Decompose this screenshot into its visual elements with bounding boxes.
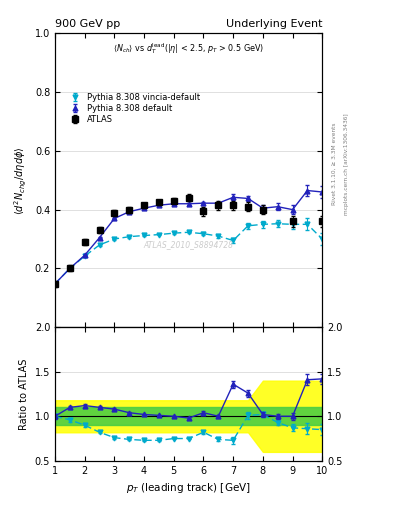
- Text: ATLAS_2010_S8894728: ATLAS_2010_S8894728: [143, 241, 234, 249]
- Text: $\langle N_{ch}\rangle$ vs $d_T^{\rm lead}$($|\eta|$ < 2.5, $p_T$ > 0.5 GeV): $\langle N_{ch}\rangle$ vs $d_T^{\rm lea…: [113, 40, 264, 55]
- Y-axis label: Ratio to ATLAS: Ratio to ATLAS: [19, 358, 29, 430]
- Text: mcplots.cern.ch [arXiv:1306.3436]: mcplots.cern.ch [arXiv:1306.3436]: [344, 113, 349, 215]
- Text: Underlying Event: Underlying Event: [226, 19, 322, 29]
- Text: Rivet 3.1.10, ≥ 3.3M events: Rivet 3.1.10, ≥ 3.3M events: [332, 122, 337, 205]
- Legend: Pythia 8.308 vincia-default, Pythia 8.308 default, ATLAS: Pythia 8.308 vincia-default, Pythia 8.30…: [64, 90, 203, 126]
- Y-axis label: $\langle d^2 N_{chg}/d\eta d\phi \rangle$: $\langle d^2 N_{chg}/d\eta d\phi \rangle…: [13, 146, 29, 215]
- Text: 900 GeV pp: 900 GeV pp: [55, 19, 120, 29]
- X-axis label: $p_T$ (leading track) [GeV]: $p_T$ (leading track) [GeV]: [126, 481, 251, 495]
